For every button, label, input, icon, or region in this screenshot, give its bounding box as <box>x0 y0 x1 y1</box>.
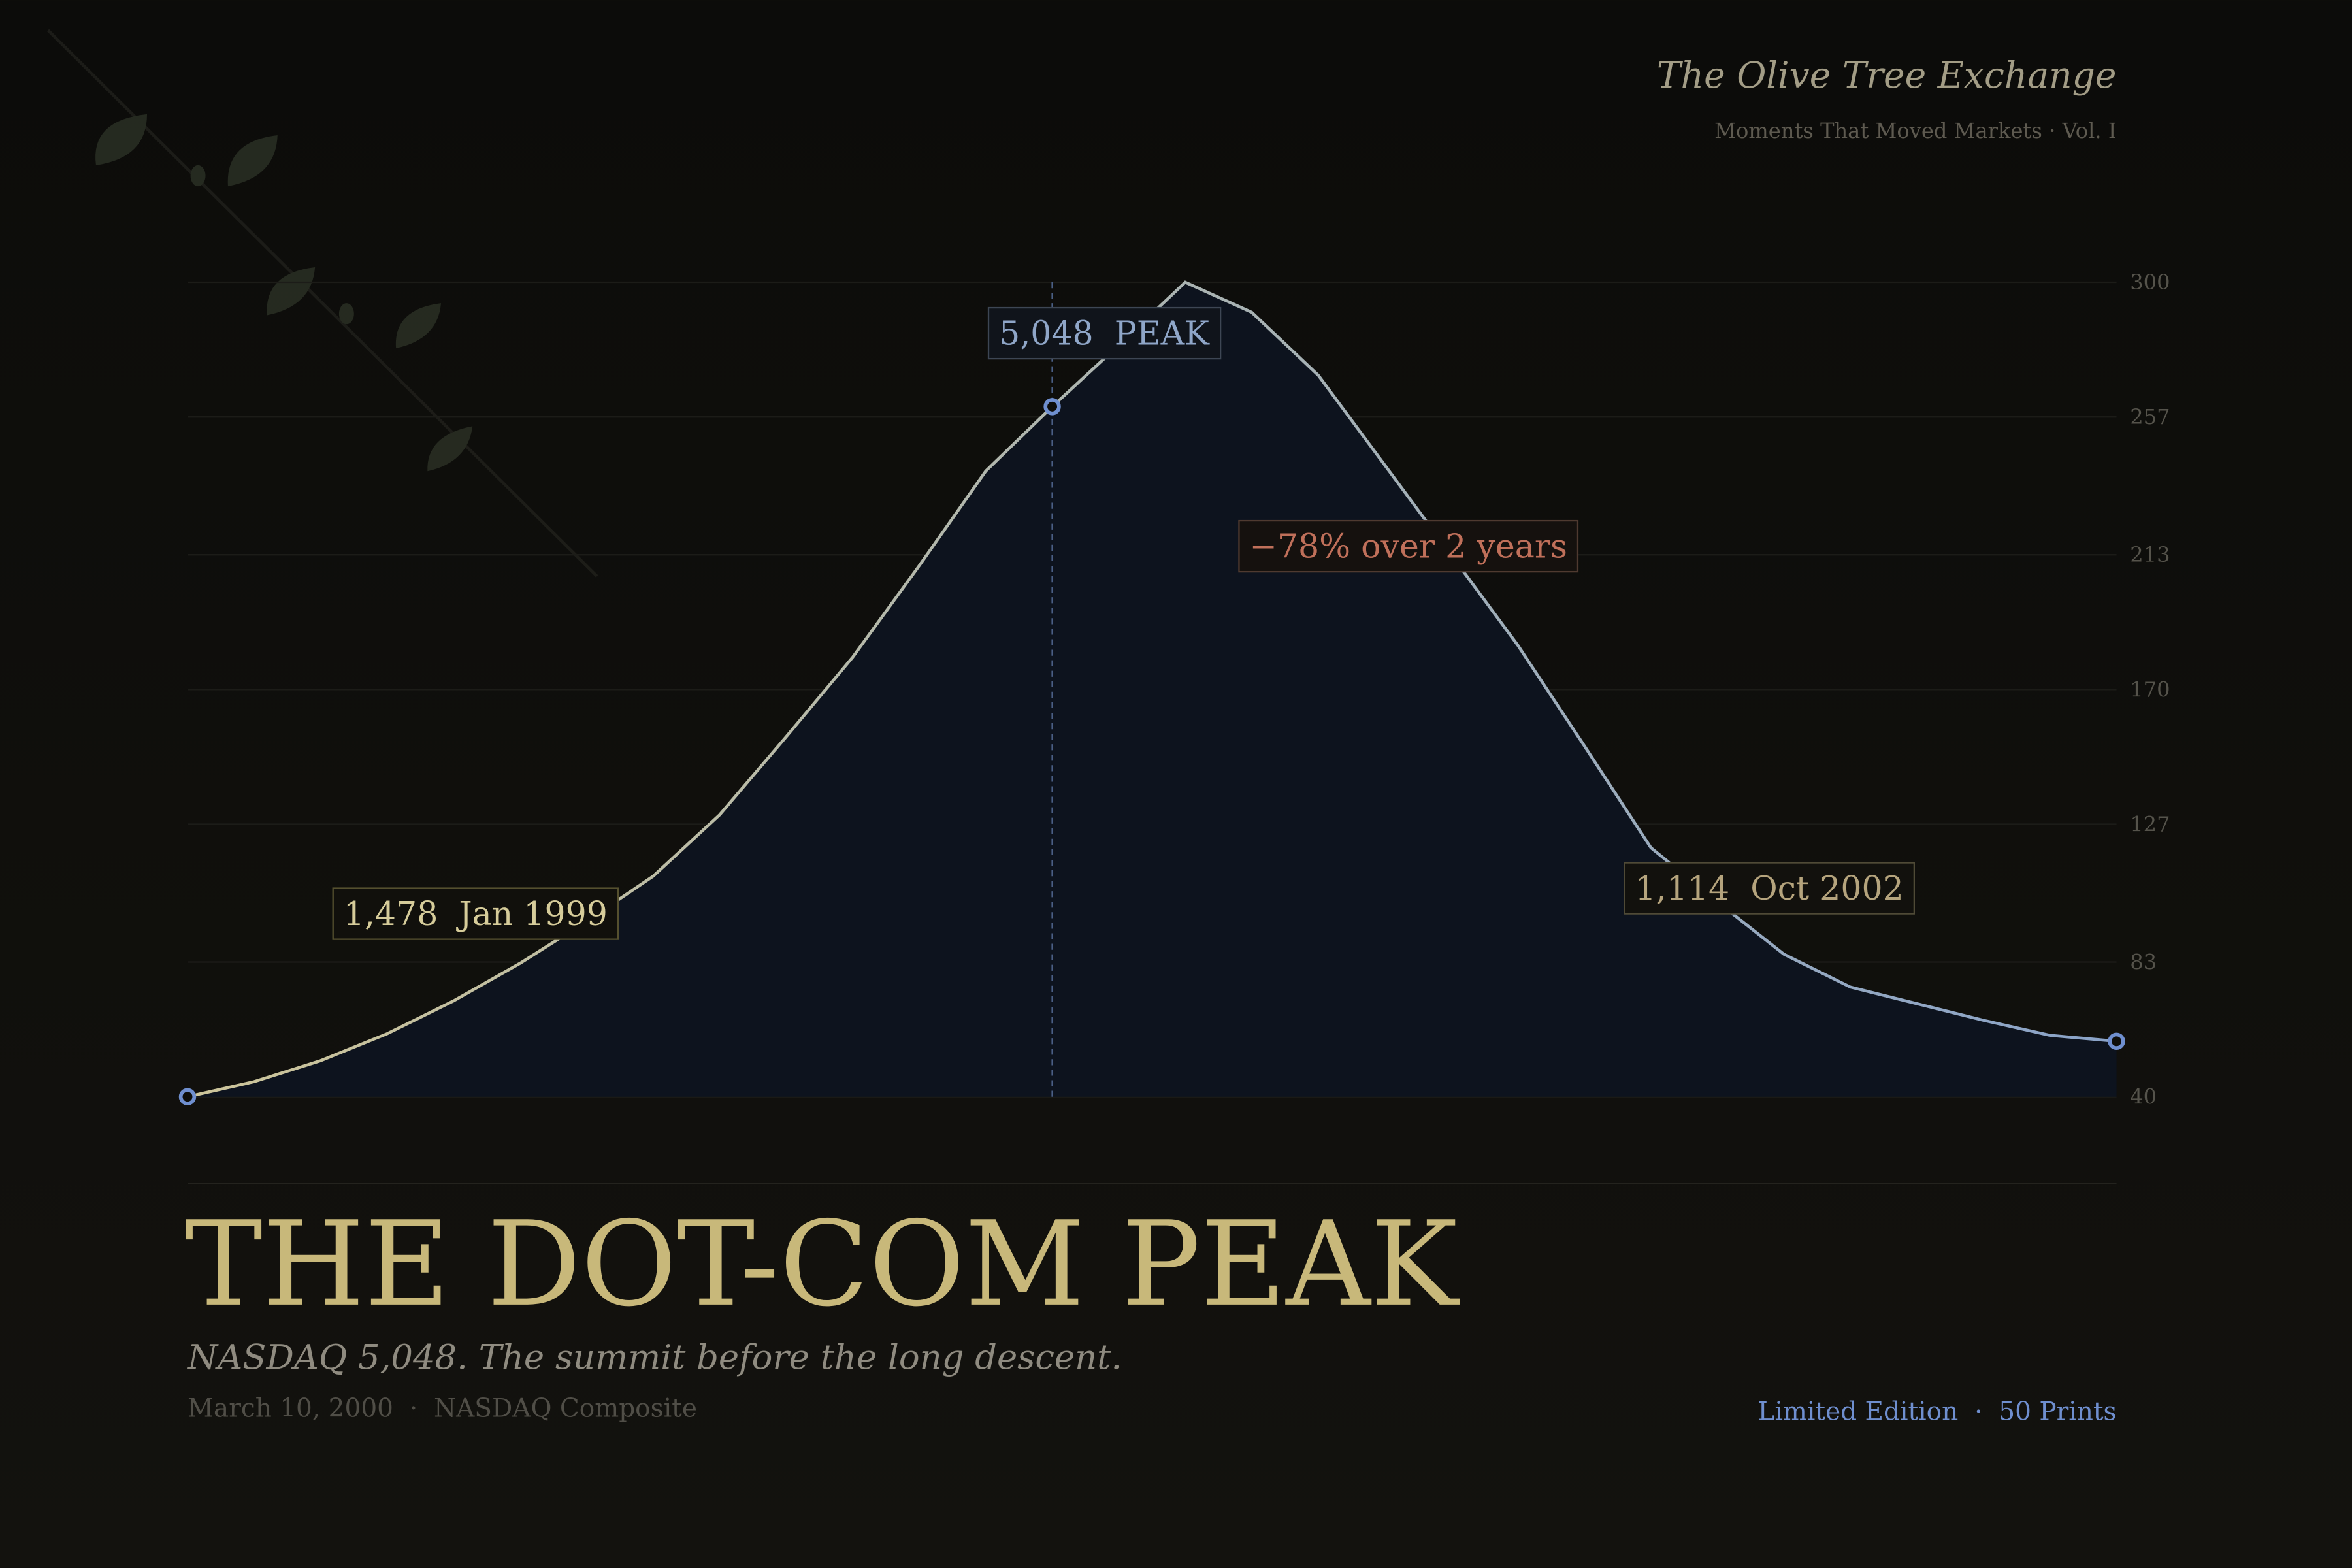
y-tick-label: 127 <box>2130 812 2170 837</box>
series-name: Moments That Moved Markets · Vol. I <box>1714 118 2116 143</box>
y-tick-label: 213 <box>2130 542 2170 567</box>
y-tick-label: 300 <box>2130 270 2170 295</box>
title: THE DOT-COM PEAK <box>184 1197 1460 1333</box>
y-tick-label: 83 <box>2130 950 2157 975</box>
y-tick-label: 257 <box>2130 404 2170 429</box>
y-tick-label: 170 <box>2130 677 2170 702</box>
olive-branch <box>46 29 598 578</box>
annotation: 1,478 Jan 1999 <box>344 894 608 933</box>
annotation-box <box>332 887 619 940</box>
edition: Limited Edition · 50 Prints <box>1758 1397 2117 1426</box>
marker <box>178 1088 197 1105</box>
subtitle: NASDAQ 5,048. The summit before the long… <box>186 1338 1122 1378</box>
brand: The Olive Tree Exchange <box>1657 54 2117 96</box>
date-line: March 10, 2000 · NASDAQ Composite <box>188 1394 697 1424</box>
annotation-box <box>987 306 1222 360</box>
annotation-box <box>1624 862 1916 915</box>
annotation-box <box>1238 519 1579 573</box>
annotation: −78% over 2 years <box>1250 527 1567 566</box>
annotation: 1,114 Oct 2002 <box>1635 869 1904 907</box>
marker <box>2108 1032 2125 1051</box>
annotation: 5,048 PEAK <box>999 314 1210 353</box>
marker <box>1043 398 1061 416</box>
y-tick-label: 40 <box>2130 1085 2157 1109</box>
